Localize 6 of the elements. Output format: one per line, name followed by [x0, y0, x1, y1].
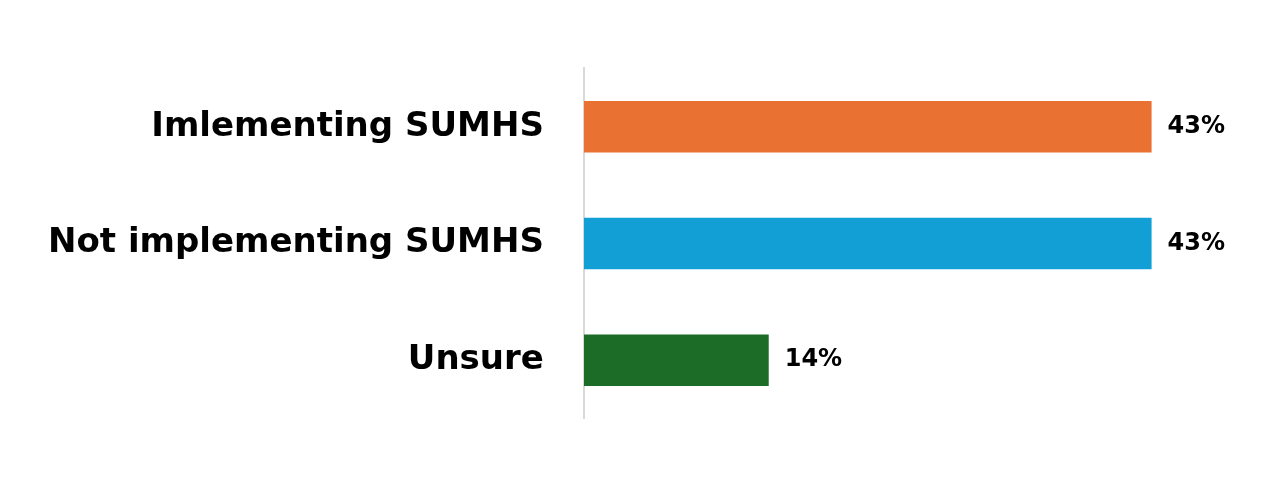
- y-tick-label: Unsure: [407, 337, 544, 378]
- y-tick-label: Imlementing SUMHS: [151, 103, 544, 144]
- data-label: 43%: [1167, 111, 1226, 139]
- data-label: 43%: [1167, 227, 1226, 256]
- data-label: 14%: [784, 344, 843, 373]
- y-tick-label: Not implementing SUMHS: [48, 220, 544, 261]
